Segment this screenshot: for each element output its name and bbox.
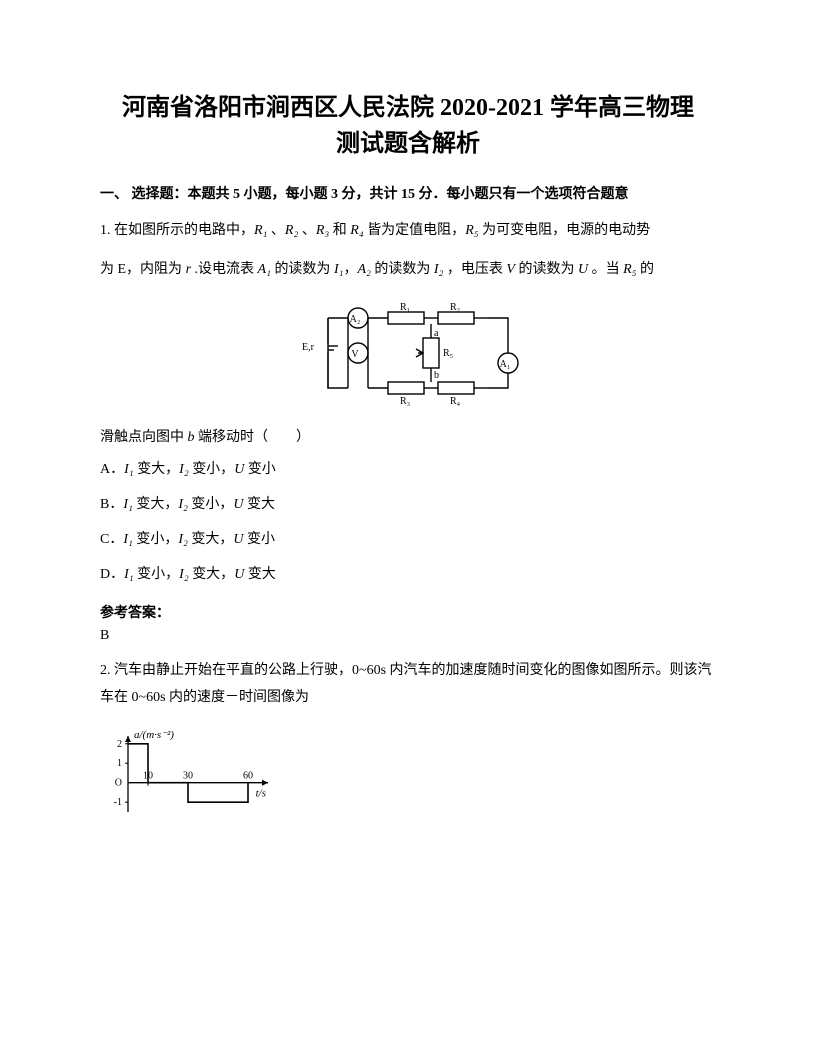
svg-text:30: 30 xyxy=(183,770,193,781)
q1-stem-line1: 1. 在如图所示的电路中，R₁ 、R₂ 、R₃ 和 R₄ 皆为定值电阻，R₅ 为… xyxy=(100,218,716,245)
q2-stem: 2. 汽车由静止开始在平直的公路上行驶，0~60s 内汽车的加速度随时间变化的图… xyxy=(100,658,716,711)
svg-text:O: O xyxy=(115,777,122,788)
q1-answer: B xyxy=(100,628,716,644)
circuit-a: a xyxy=(434,328,439,339)
svg-text:t/s: t/s xyxy=(256,787,266,799)
circuit-r5: R₅ xyxy=(443,348,453,359)
section-heading: 一、 选择题：本题共 5 小题，每小题 3 分，共计 15 分．每小题只有一个选… xyxy=(100,184,716,206)
circuit-diagram-wrap: E,r A₂ V A₁ R₁ R₂ R₃ R₄ R₅ a b xyxy=(100,298,716,413)
svg-text:2: 2 xyxy=(117,738,122,749)
q1-stem-line2: 为 E，内阻为 r .设电流表 A₁ 的读数为 I₁，A₂ 的读数为 I₂ ，电… xyxy=(100,257,716,284)
svg-text:-1: -1 xyxy=(114,797,122,808)
svg-text:60: 60 xyxy=(243,770,253,781)
title-line2: 测试题含解析 xyxy=(336,131,480,157)
circuit-v: V xyxy=(351,349,359,360)
title-line1: 河南省洛阳市涧西区人民法院 2020-2021 学年高三物理 xyxy=(122,95,694,121)
circuit-diagram: E,r A₂ V A₁ R₁ R₂ R₃ R₄ R₅ a b xyxy=(288,298,528,408)
circuit-e-label: E,r xyxy=(302,342,315,353)
page: 河南省洛阳市涧西区人民法院 2020-2021 学年高三物理 测试题含解析 一、… xyxy=(0,0,816,1056)
answer-label: 参考答案： xyxy=(100,602,716,622)
q1-option-a: A．I₁ 变大，I₂ 变小，U 变小 xyxy=(100,455,716,486)
circuit-a2: A₂ xyxy=(350,314,361,325)
q1-option-b: B．I₁ 变大，I₂ 变小，U 变大 xyxy=(100,490,716,521)
q1-stem-line3: 滑触点向图中 b 端移动时（ ） xyxy=(100,425,716,452)
circuit-a1: A₁ xyxy=(500,359,511,370)
acceleration-graph-wrap: 21O-1103060a/(m·s⁻²)t/s xyxy=(100,726,716,831)
circuit-b: b xyxy=(434,370,439,381)
q1-option-c: C．I₁ 变小，I₂ 变大，U 变小 xyxy=(100,525,716,556)
circuit-r4: R₄ xyxy=(450,396,461,407)
circuit-r3: R₃ xyxy=(400,396,410,407)
q1-option-d: D．I₁ 变小，I₂ 变大，U 变大 xyxy=(100,560,716,591)
acceleration-graph: 21O-1103060a/(m·s⁻²)t/s xyxy=(100,726,280,826)
svg-text:1: 1 xyxy=(117,758,122,769)
circuit-r2: R₂ xyxy=(450,302,460,313)
title: 河南省洛阳市涧西区人民法院 2020-2021 学年高三物理 测试题含解析 xyxy=(100,90,716,162)
svg-text:a/(m·s⁻²): a/(m·s⁻²) xyxy=(134,729,174,741)
circuit-r1: R₁ xyxy=(400,302,410,313)
